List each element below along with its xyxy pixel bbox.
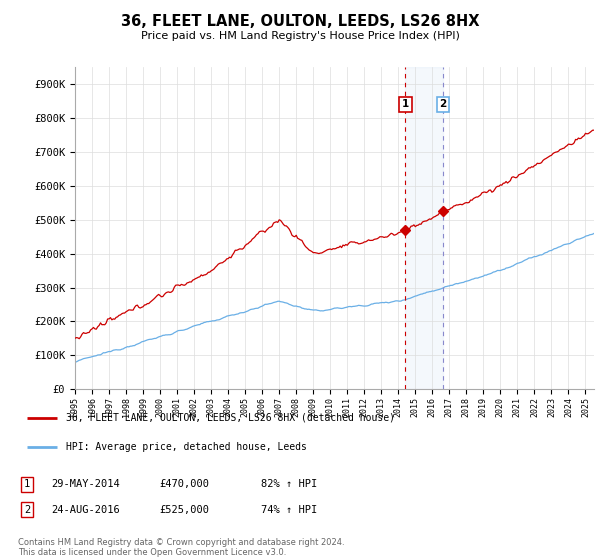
Text: 2: 2 <box>24 505 30 515</box>
Bar <box>405 67 443 389</box>
Text: 74% ↑ HPI: 74% ↑ HPI <box>261 505 317 515</box>
Text: £470,000: £470,000 <box>159 479 209 489</box>
Text: 36, FLEET LANE, OULTON, LEEDS, LS26 8HX (detached house): 36, FLEET LANE, OULTON, LEEDS, LS26 8HX … <box>65 413 395 423</box>
Text: 36, FLEET LANE, OULTON, LEEDS, LS26 8HX: 36, FLEET LANE, OULTON, LEEDS, LS26 8HX <box>121 14 479 29</box>
Text: 24-AUG-2016: 24-AUG-2016 <box>51 505 120 515</box>
Text: Price paid vs. HM Land Registry's House Price Index (HPI): Price paid vs. HM Land Registry's House … <box>140 31 460 41</box>
Text: 1: 1 <box>401 100 409 110</box>
Text: HPI: Average price, detached house, Leeds: HPI: Average price, detached house, Leed… <box>65 442 307 452</box>
Text: £525,000: £525,000 <box>159 505 209 515</box>
Text: Contains HM Land Registry data © Crown copyright and database right 2024.
This d: Contains HM Land Registry data © Crown c… <box>18 538 344 557</box>
Text: 1: 1 <box>24 479 30 489</box>
Text: 29-MAY-2014: 29-MAY-2014 <box>51 479 120 489</box>
Text: 82% ↑ HPI: 82% ↑ HPI <box>261 479 317 489</box>
Text: 2: 2 <box>440 100 447 110</box>
